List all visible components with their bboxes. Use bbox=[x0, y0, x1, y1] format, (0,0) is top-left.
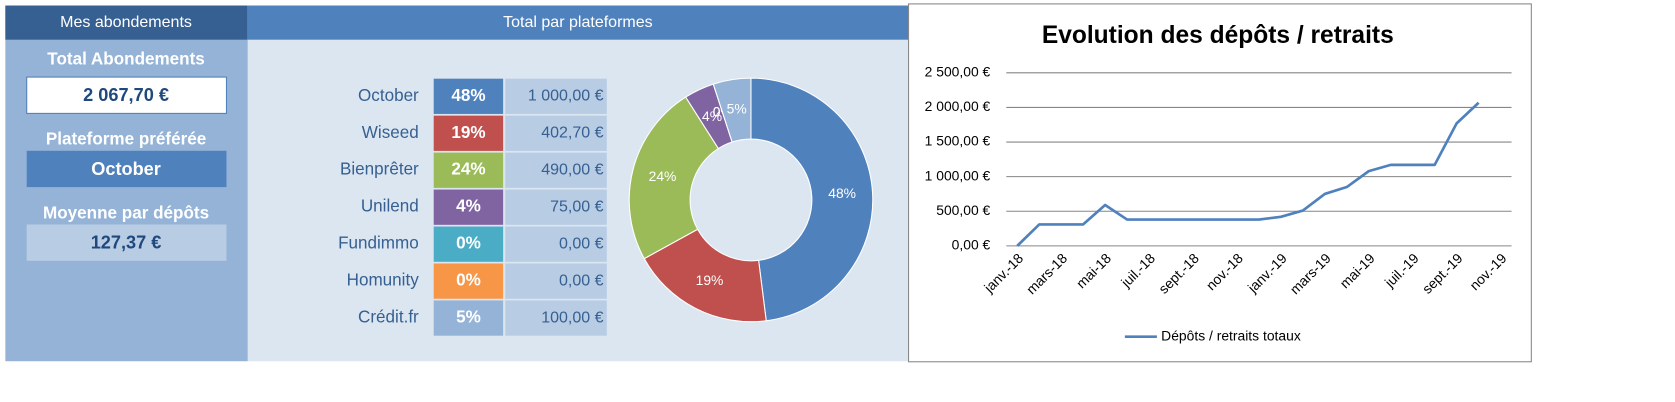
amount-cell bbox=[505, 189, 607, 225]
percent-value: 19% bbox=[451, 123, 485, 142]
slice-label: 5% bbox=[727, 100, 747, 116]
amount-value: 490,00 € bbox=[541, 160, 603, 178]
kpi-value: 2 067,70 € bbox=[83, 85, 169, 105]
kpi-label: Moyenne par dépôts bbox=[43, 203, 209, 222]
kpi-value: 127,37 € bbox=[91, 233, 162, 253]
percent-value: 24% bbox=[451, 160, 485, 179]
percent-cell bbox=[433, 226, 504, 262]
sidebar-header bbox=[5, 5, 248, 40]
percent-cell bbox=[433, 152, 504, 188]
amount-cell bbox=[505, 115, 607, 151]
amount-cell bbox=[505, 152, 607, 188]
sidebar-title: Mes abondements bbox=[60, 13, 192, 31]
percent-value: 0% bbox=[456, 234, 481, 253]
kpi-box bbox=[26, 224, 227, 261]
amount-value: 402,70 € bbox=[541, 124, 603, 142]
platform-title: Total par plateformes bbox=[503, 13, 653, 31]
platform-name: Unilend bbox=[361, 197, 419, 216]
platform-name: Homunity bbox=[347, 271, 420, 290]
kpi-box bbox=[26, 76, 228, 114]
amount-cell bbox=[505, 226, 607, 262]
percent-cell bbox=[433, 300, 504, 336]
slice-label: 24% bbox=[649, 168, 677, 184]
amount-value: 75,00 € bbox=[550, 197, 604, 215]
legend-label: Dépôts / retraits totaux bbox=[1161, 327, 1301, 343]
platform-name: Wiseed bbox=[362, 123, 419, 142]
line-chart-frame bbox=[908, 3, 1532, 363]
platform-name: Fundimmo bbox=[338, 234, 419, 253]
percent-value: 0% bbox=[456, 271, 481, 290]
y-tick-label: 0,00 € bbox=[952, 237, 991, 253]
y-tick-label: 500,00 € bbox=[936, 202, 990, 218]
amount-value: 0,00 € bbox=[559, 234, 604, 252]
platform-name: Crédit.fr bbox=[358, 308, 419, 327]
percent-cell bbox=[433, 78, 504, 114]
platform-name: Bienprêter bbox=[340, 160, 419, 179]
percent-cell bbox=[433, 263, 504, 299]
platform-table: October 48% 1 000,00 € Wiseed 19% 402,70 € Bie… bbox=[338, 78, 607, 336]
slice-label: 4% bbox=[702, 108, 722, 124]
donut-slice bbox=[750, 77, 874, 322]
donut-slice bbox=[712, 77, 752, 143]
percent-cell bbox=[433, 189, 504, 225]
chart-title: Evolution des dépôts / retraits bbox=[1042, 22, 1394, 49]
slice-label: 19% bbox=[696, 272, 724, 288]
percent-value: 5% bbox=[456, 308, 481, 327]
y-tick-label: 2 000,00 € bbox=[925, 98, 991, 114]
kpi-label: Plateforme préférée bbox=[46, 130, 206, 149]
amount-cell bbox=[505, 263, 607, 299]
kpi-box bbox=[26, 150, 227, 188]
donut-slice bbox=[628, 96, 720, 260]
series-line bbox=[1016, 101, 1480, 247]
donut-chart: 48%19%24%4%0%0%5% bbox=[628, 77, 874, 323]
y-tick-label: 1 500,00 € bbox=[925, 133, 991, 149]
amount-value: 100,00 € bbox=[541, 308, 603, 326]
platform-name: October bbox=[358, 86, 419, 105]
amount-value: 1 000,00 € bbox=[528, 87, 604, 105]
amount-value: 0,00 € bbox=[559, 271, 604, 289]
slice-label: 48% bbox=[828, 185, 856, 201]
y-tick-label: 2 500,00 € bbox=[925, 63, 991, 79]
amount-cell bbox=[505, 78, 607, 114]
kpi-label: Total Abondements bbox=[47, 50, 204, 69]
percent-cell bbox=[433, 115, 504, 151]
amount-cell bbox=[505, 300, 607, 336]
percent-value: 4% bbox=[456, 197, 481, 216]
percent-value: 48% bbox=[451, 86, 485, 105]
platform-header bbox=[247, 5, 909, 40]
kpi-value: October bbox=[91, 159, 161, 179]
y-tick-label: 1 000,00 € bbox=[925, 167, 991, 183]
